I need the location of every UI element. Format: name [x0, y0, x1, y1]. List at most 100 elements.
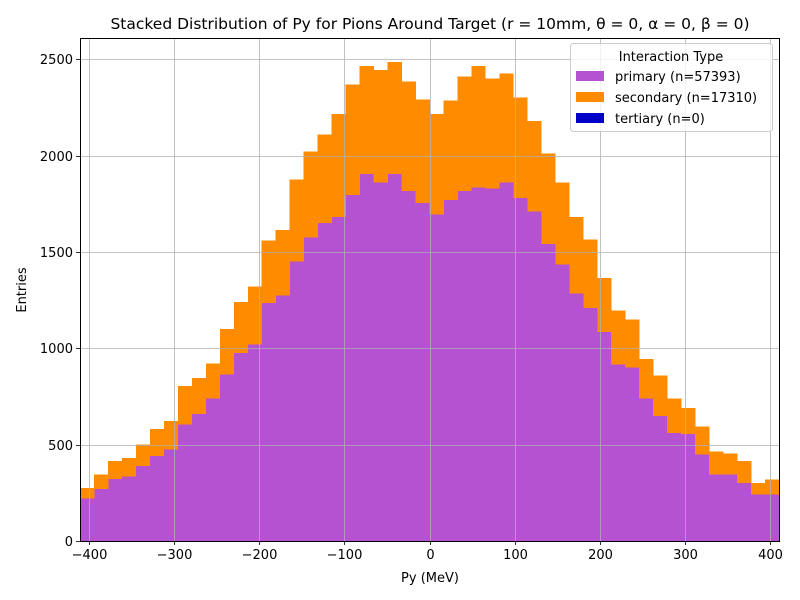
bar-primary-19	[345, 195, 360, 541]
y-axis: 0 500 1000 1500 2000 2500	[40, 53, 80, 550]
legend-label-tertiary: tertiary (n=0)	[615, 112, 705, 127]
bar-primary-27	[457, 191, 472, 541]
y-tick-label: 1000	[40, 342, 73, 357]
bar-primary-22	[387, 173, 402, 542]
bar-primary-15	[289, 261, 304, 541]
bar-primary-24	[415, 202, 430, 541]
x-tick-label: −300	[157, 548, 193, 563]
plot-frame	[80, 38, 780, 542]
bar-primary-13	[261, 302, 277, 541]
bar-primary-28	[471, 187, 486, 542]
bar-primary-46	[723, 474, 738, 541]
bar-secondary-34	[555, 182, 570, 265]
bar-primary-3	[121, 476, 137, 541]
bar-primary-38	[611, 364, 626, 541]
bar-primary-12	[247, 344, 263, 541]
bar-secondary-46	[723, 453, 738, 475]
bar-primary-44	[695, 454, 710, 541]
x-tick-label: 400	[758, 548, 783, 563]
bar-primary-45	[709, 474, 724, 541]
bar-primary-0	[80, 498, 95, 541]
bar-secondary-29	[485, 78, 500, 189]
bar-secondary-19	[345, 84, 360, 196]
bar-secondary-2	[107, 461, 123, 479]
bar-secondary-12	[247, 286, 263, 345]
bar-secondary-35	[569, 217, 584, 294]
bar-primary-10	[219, 374, 235, 541]
bar-primary-34	[555, 264, 570, 541]
bar-primary-47	[737, 483, 752, 541]
bar-primary-31	[513, 197, 528, 541]
grid-layer	[80, 38, 779, 542]
y-tick-label: 2000	[40, 150, 73, 165]
bar-primary-11	[233, 353, 249, 541]
bar-secondary-20	[359, 65, 374, 174]
bar-secondary-7	[177, 385, 193, 425]
bar-secondary-44	[695, 426, 710, 455]
bar-secondary-33	[541, 153, 556, 245]
bar-primary-7	[177, 424, 193, 541]
legend-label-primary: primary (n=57393)	[615, 70, 741, 85]
bar-primary-17	[317, 223, 332, 542]
bar-secondary-24	[415, 99, 430, 203]
bar-secondary-16	[303, 151, 318, 238]
y-axis-label: Entries	[15, 267, 30, 313]
bar-secondary-3	[121, 458, 137, 477]
chart-title: Stacked Distribution of Py for Pions Aro…	[110, 15, 749, 33]
legend-entries: primary (n=57393) secondary (n=17310) tert…	[576, 70, 757, 127]
bar-primary-40	[639, 398, 654, 541]
x-tick-label: −400	[72, 548, 108, 563]
bar-primary-42	[667, 433, 682, 541]
bar-primary-33	[541, 244, 556, 541]
bar-secondary-28	[471, 65, 486, 188]
bar-primary-4	[135, 466, 151, 541]
bar-secondary-18	[331, 114, 346, 218]
bar-primary-8	[191, 413, 207, 541]
legend-label-secondary: secondary (n=17310)	[615, 91, 757, 106]
bar-primary-39	[625, 367, 640, 541]
x-axis-label: Py (MeV)	[401, 571, 459, 586]
bar-primary-29	[485, 188, 500, 541]
legend: Interaction Type primary (n=57393) second…	[570, 43, 773, 132]
x-tick-label: 0	[426, 548, 434, 563]
bar-primary-25	[429, 214, 444, 541]
bar-primary-49	[765, 494, 780, 541]
bar-primary-18	[331, 217, 346, 541]
bar-secondary-21	[373, 69, 388, 183]
bar-primary-2	[107, 478, 123, 541]
bar-secondary-47	[737, 461, 752, 484]
bar-primary-1	[93, 488, 109, 541]
bar-secondary-26	[443, 100, 458, 200]
bar-secondary-13	[261, 240, 277, 303]
bar-secondary-25	[429, 114, 444, 215]
bar-secondary-23	[401, 81, 416, 192]
bar-primary-26	[443, 199, 458, 541]
bar-primary-43	[681, 434, 696, 541]
y-tick-label: 500	[48, 439, 73, 454]
bar-secondary-32	[527, 120, 542, 212]
x-tick-label: −200	[242, 548, 278, 563]
bar-secondary-9	[205, 363, 221, 399]
legend-swatch-secondary	[576, 92, 604, 102]
bar-secondary-48	[751, 483, 766, 495]
bar-secondary-49	[765, 479, 780, 495]
bar-primary-20	[359, 173, 374, 542]
bar-secondary-10	[219, 329, 235, 375]
bar-primary-35	[569, 293, 584, 541]
bar-secondary-11	[233, 302, 249, 354]
bar-secondary-40	[639, 358, 654, 399]
bar-primary-48	[751, 494, 766, 541]
bar-secondary-41	[653, 375, 668, 417]
legend-swatch-tertiary	[576, 113, 604, 123]
x-tick-label: 200	[588, 548, 613, 563]
bar-primary-14	[275, 295, 290, 541]
bar-primary-21	[373, 182, 388, 542]
y-tick-label: 0	[65, 535, 73, 550]
y-tick-label: 2500	[40, 53, 73, 68]
bar-primary-32	[527, 211, 542, 541]
bar-primary-9	[205, 398, 221, 541]
bar-primary-30	[499, 182, 514, 542]
bar-primary-16	[303, 237, 318, 541]
bar-secondary-15	[289, 179, 304, 262]
